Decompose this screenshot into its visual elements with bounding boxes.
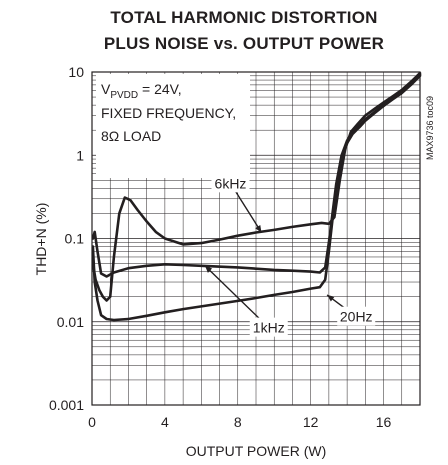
- x-axis-label: OUTPUT POWER (W): [186, 443, 327, 459]
- annotation-arrowhead-6khz: [255, 224, 262, 233]
- series-lines: [91, 71, 422, 322]
- conditions-frequency: FIXED FREQUENCY,: [101, 105, 236, 121]
- x-tick-label: 12: [303, 414, 319, 430]
- annotation-arrowhead-1khz: [204, 265, 213, 273]
- part-code-bg: [422, 69, 435, 161]
- y-tick-label: 1: [76, 147, 84, 163]
- y-tick-label: 0.01: [57, 314, 84, 330]
- annotation-bg-6khz: [211, 173, 250, 193]
- series-line-20hz: [91, 74, 422, 322]
- series-line-6khz: [91, 71, 422, 302]
- annotation-arrowhead-20hz: [327, 294, 335, 302]
- chart-subtitle: PLUS NOISE vs. OUTPUT POWER: [103, 34, 385, 53]
- x-tick-label: 16: [376, 414, 392, 430]
- annotation-bg-1khz: [249, 317, 288, 337]
- y-tick-label: 10: [68, 64, 84, 80]
- annotation-label-20hz: 20Hz: [340, 309, 373, 325]
- annotation-leader-1khz: [204, 265, 270, 329]
- conditions-box: [96, 74, 250, 178]
- annotation-label-6khz: 6kHz: [215, 175, 247, 191]
- y-tick-label: 0.001: [49, 397, 84, 413]
- conditions-supply: VPVDD = 24V,: [101, 81, 182, 101]
- annotations: 6kHz 1kHz 20Hz: [204, 173, 376, 337]
- y-tick-label: 0.1: [65, 231, 85, 247]
- y-axis-label: THD+N (%): [33, 203, 49, 276]
- part-code: MAX9736 toc09: [425, 96, 435, 160]
- chart-title: TOTAL HARMONIC DISTORTION: [110, 8, 378, 27]
- annotation-bg-20hz: [337, 306, 376, 326]
- x-tick-label: 8: [234, 414, 242, 430]
- x-tick-label: 0: [88, 414, 96, 430]
- x-tick-label: 4: [161, 414, 169, 430]
- conditions-load: 8Ω LOAD: [101, 128, 161, 144]
- annotation-label-1khz: 1kHz: [253, 320, 285, 336]
